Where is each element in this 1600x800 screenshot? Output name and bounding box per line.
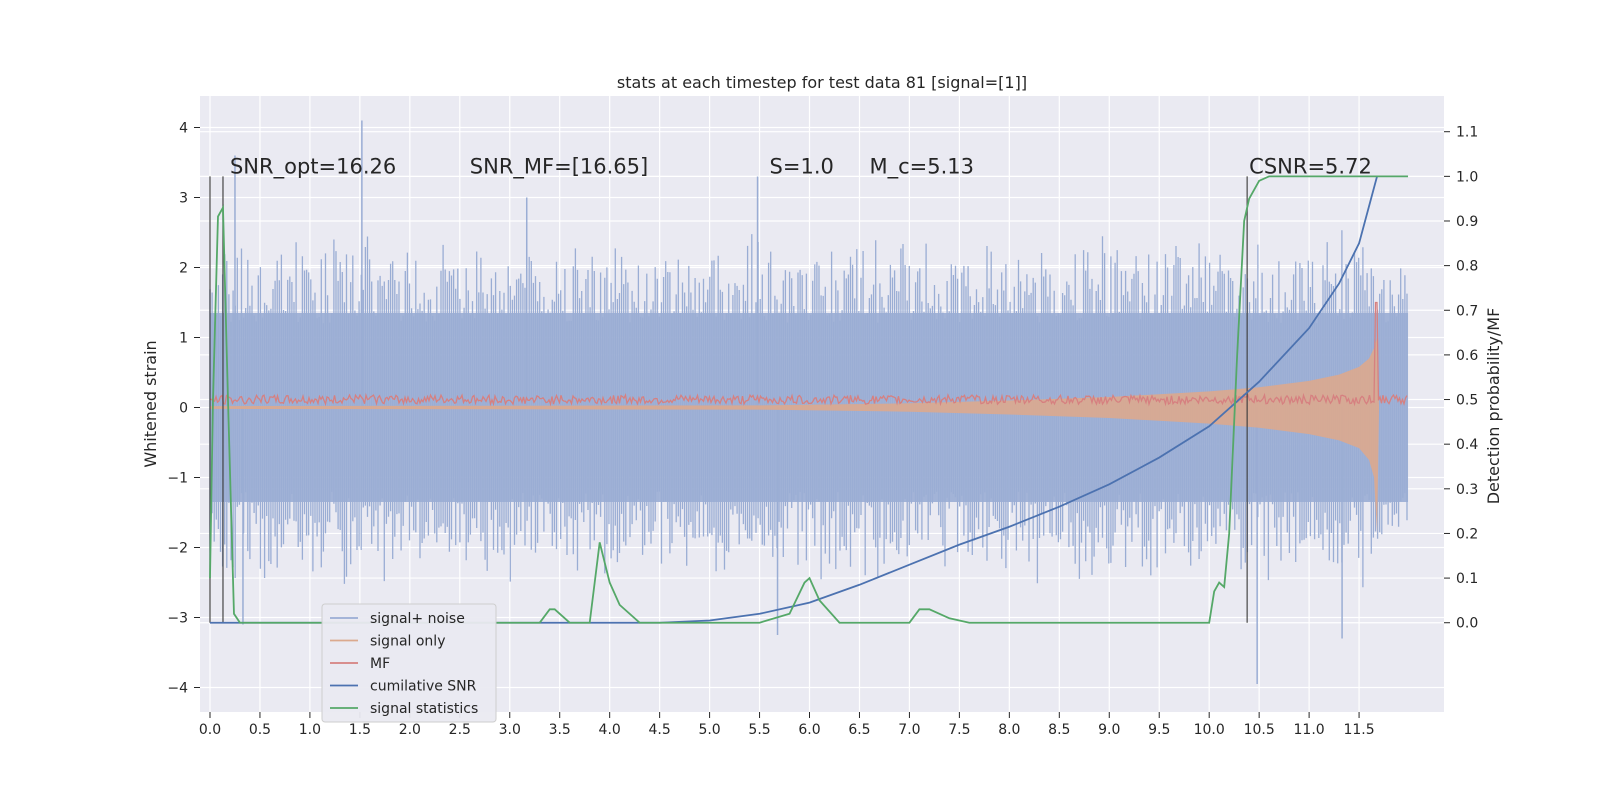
legend: signal+ noise signal only MF cumilative SNR… xyxy=(321,603,497,723)
annotation: SNR_opt=16.26 xyxy=(230,154,396,179)
legend-label: signal statistics xyxy=(370,701,478,717)
y-tick-label: −2 xyxy=(167,541,188,557)
signal-statistics-line xyxy=(209,175,1409,624)
chart-title: stats at each timestep for test data 81 … xyxy=(617,73,1027,92)
series-signal-statistics xyxy=(209,175,1409,624)
mf-line xyxy=(209,301,1408,407)
x-tick-label: 0.0 xyxy=(199,722,221,738)
y-right-tick-label: 0.4 xyxy=(1456,437,1478,453)
legend-label: signal+ noise xyxy=(370,611,465,627)
y-right-tick-label: 0.1 xyxy=(1456,571,1478,587)
x-tick-label: 6.0 xyxy=(798,722,820,738)
x-tick-label: 2.0 xyxy=(399,722,421,738)
x-tick-label: 4.5 xyxy=(648,722,670,738)
x-tick-label: 8.5 xyxy=(1048,722,1070,738)
x-tick-label: 1.0 xyxy=(299,722,321,738)
y-tick-label: 4 xyxy=(179,121,188,137)
y-tick-label: −1 xyxy=(167,471,188,487)
x-tick-label: 4.0 xyxy=(599,722,621,738)
x-tick-label: 10.5 xyxy=(1244,722,1275,738)
x-tick-label: 9.5 xyxy=(1148,722,1170,738)
annotation: SNR_MF=[16.65] xyxy=(470,154,648,179)
x-tick-label: 0.5 xyxy=(249,722,271,738)
annotation: CSNR=5.72 xyxy=(1249,154,1372,178)
legend-label: cumilative SNR xyxy=(370,679,477,695)
y-right-tick-label: 0.2 xyxy=(1456,526,1478,542)
y-tick-label: 3 xyxy=(179,191,188,207)
y-right-tick-label: 0.0 xyxy=(1456,616,1478,632)
y-right-tick-label: 0.9 xyxy=(1456,214,1478,230)
x-tick-label: 11.0 xyxy=(1294,722,1325,738)
x-tick-label: 1.5 xyxy=(349,722,371,738)
cumulative-snr-line xyxy=(209,176,1378,624)
legend-label: signal only xyxy=(370,634,445,650)
x-tick-label: 6.5 xyxy=(848,722,870,738)
y-right-tick-label: 1.1 xyxy=(1456,125,1478,141)
series-mf xyxy=(209,301,1408,407)
x-tick-label: 7.5 xyxy=(948,722,970,738)
y-axis-label-right: Detection probability/MF xyxy=(1484,308,1503,505)
x-tick-label: 5.0 xyxy=(698,722,720,738)
legend-label: MF xyxy=(370,656,390,672)
y-axis-ticks-right: 0.0 0.1 0.2 0.3 0.4 0.5 0.6 0.7 0.8 0.9 1.0 1.1 xyxy=(1444,125,1478,632)
annotation: M_c=5.13 xyxy=(869,154,974,179)
y-tick-label: −4 xyxy=(167,681,188,697)
y-right-tick-label: 0.3 xyxy=(1456,482,1478,498)
y-right-tick-label: 1.0 xyxy=(1456,169,1478,185)
x-tick-label: 5.5 xyxy=(748,722,770,738)
y-tick-label: 0 xyxy=(179,401,188,417)
y-right-tick-label: 0.7 xyxy=(1456,303,1478,319)
y-tick-label: 1 xyxy=(179,331,188,347)
x-tick-label: 11.5 xyxy=(1343,722,1374,738)
y-axis-label-left: Whitened strain xyxy=(141,340,160,467)
x-tick-label: 8.0 xyxy=(998,722,1020,738)
y-right-tick-label: 0.8 xyxy=(1456,259,1478,275)
y-tick-label: −3 xyxy=(167,611,188,627)
x-tick-label: 7.0 xyxy=(898,722,920,738)
x-tick-label: 3.0 xyxy=(499,722,521,738)
x-tick-label: 10.0 xyxy=(1194,722,1225,738)
series-cumulative-snr xyxy=(209,176,1378,624)
x-tick-label: 3.5 xyxy=(549,722,571,738)
y-right-tick-label: 0.5 xyxy=(1456,393,1478,409)
y-tick-label: 2 xyxy=(179,261,188,277)
legend-box xyxy=(321,603,497,723)
x-axis-ticks: 0.0 0.5 1.0 1.5 2.0 2.5 3.0 3.5 4.0 4.5 5.0 5.5 6.0 6… xyxy=(199,712,1375,738)
x-tick-label: 9.0 xyxy=(1098,722,1120,738)
x-tick-label: 2.5 xyxy=(449,722,471,738)
y-right-tick-label: 0.6 xyxy=(1456,348,1478,364)
y-axis-ticks-left: −4 −3 −2 −1 0 1 2 3 4 xyxy=(167,121,200,697)
annotation: S=1.0 xyxy=(770,154,834,178)
annotations: SNR_opt=16.26 SNR_MF=[16.65] S=1.0 M_c=5.13… xyxy=(230,154,1372,179)
